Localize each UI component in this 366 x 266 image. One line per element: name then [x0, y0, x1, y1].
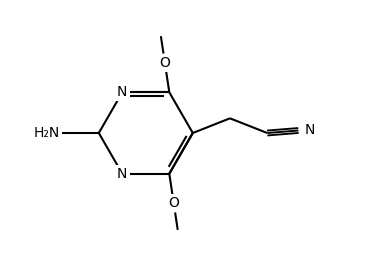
Text: O: O	[160, 56, 170, 70]
Text: N: N	[304, 123, 315, 136]
Text: N: N	[117, 85, 127, 99]
Text: H₂N: H₂N	[33, 126, 60, 140]
Text: O: O	[168, 196, 179, 210]
Text: N: N	[117, 167, 127, 181]
